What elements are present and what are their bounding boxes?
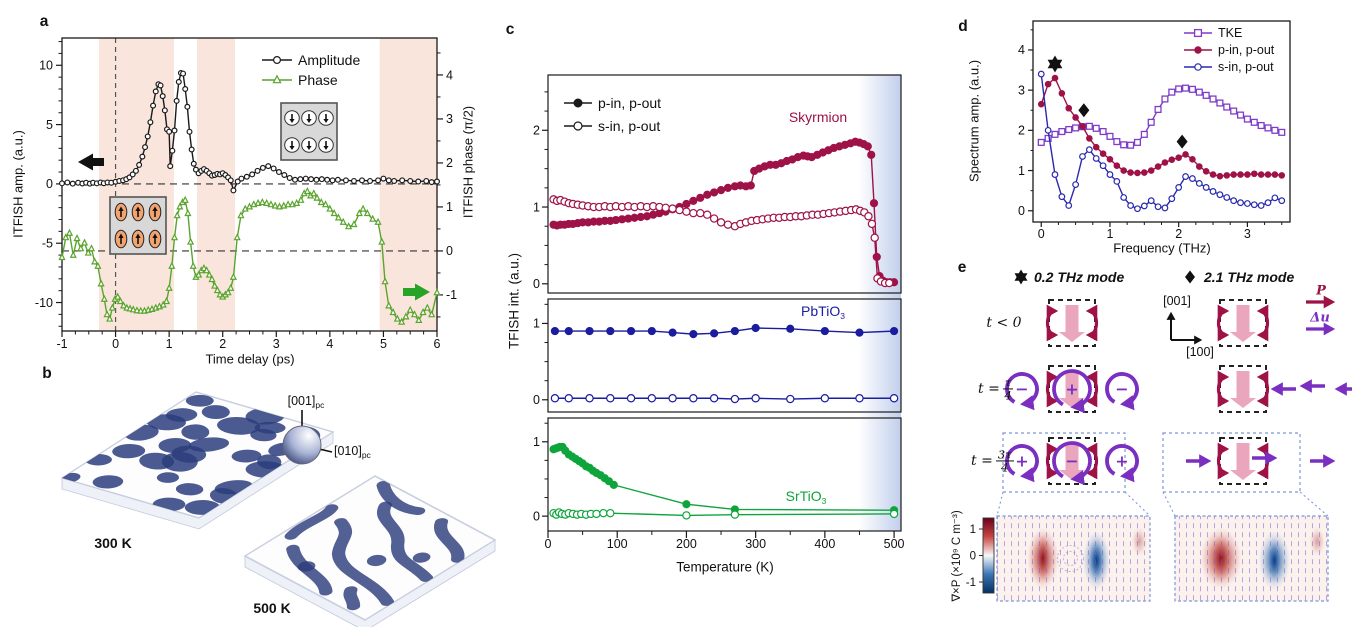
svg-text:1: 1 <box>970 524 976 536</box>
axis-001pc-label: [001]pc <box>287 394 325 410</box>
svg-text:-1: -1 <box>446 288 457 302</box>
panel-d-ylabel: Spectrum amp. (a.u.) <box>966 59 982 183</box>
panel-b-label: b <box>42 365 52 382</box>
mode-title-2p1THz: 2.1 THz mode <box>1204 269 1295 285</box>
svg-text:0: 0 <box>970 551 976 563</box>
mode-title-0p2THz: 0.2 THz mode <box>1034 269 1125 285</box>
legend-du-label: Δu <box>1310 310 1330 326</box>
legend-d-pin-pout: p-in, p-out <box>1218 43 1275 57</box>
series-label-skyrmion: Skyrmion <box>788 109 848 125</box>
axis-010pc-label: [010]pc <box>334 444 371 460</box>
panel-c-label: c <box>505 21 515 38</box>
svg-text:+: + <box>1115 452 1128 471</box>
svg-text:+: + <box>1065 380 1078 399</box>
series-label-pbtio3: PbTiO3 <box>801 303 845 321</box>
svg-text:-1: -1 <box>56 337 67 351</box>
svg-text:1: 1 <box>533 435 540 449</box>
svg-text:0: 0 <box>46 177 53 191</box>
panel-e-label: e <box>957 259 967 276</box>
svg-text:2: 2 <box>533 124 540 138</box>
svg-text:2: 2 <box>446 156 453 170</box>
svg-text:−: − <box>1115 380 1128 399</box>
series-label-srtio3: SrTiO3 <box>785 488 827 506</box>
svg-text:0: 0 <box>533 509 540 523</box>
panel-d-xlabel: Frequency (THz) <box>1113 240 1211 256</box>
svg-text:300: 300 <box>745 537 766 551</box>
svg-text:0: 0 <box>533 277 540 291</box>
svg-text:3: 3 <box>446 112 453 126</box>
svg-text:4: 4 <box>326 337 333 351</box>
axis-001-label: [001] <box>1163 294 1191 308</box>
svg-text:100: 100 <box>607 537 628 551</box>
svg-text:1: 1 <box>1106 227 1113 241</box>
row-label-3tau-quarter: t = 3τ 4 <box>971 447 1014 475</box>
svg-text:+: + <box>1015 452 1028 471</box>
legend-a-amplitude: Amplitude <box>298 52 361 68</box>
panel-a-ylabel-right: ITFISH phase (π/2) <box>460 105 476 219</box>
svg-text:−: − <box>1065 452 1078 471</box>
legend-d-sin-pout: s-in, p-out <box>1218 60 1274 74</box>
panel-a-xlabel: Time delay (ps) <box>205 351 295 367</box>
legend-a-phase: Phase <box>298 72 338 88</box>
svg-text:2: 2 <box>1018 124 1025 138</box>
svg-text:1: 1 <box>446 200 453 214</box>
svg-text:5: 5 <box>380 337 387 351</box>
svg-text:-1: -1 <box>966 577 976 589</box>
svg-text:-5: -5 <box>42 237 53 251</box>
panel-c-xlabel: Temperature (K) <box>676 559 774 575</box>
svg-text:4: 4 <box>446 68 453 82</box>
svg-text:2: 2 <box>1175 227 1182 241</box>
panel-c-ylabel: TFISH int. (a.u.) <box>506 252 522 350</box>
panel-a-ylabel-left: ITFISH amp. (a.u.) <box>10 130 26 238</box>
svg-text:0: 0 <box>1038 227 1045 241</box>
svg-text:400: 400 <box>814 537 835 551</box>
svg-text:0: 0 <box>1018 204 1025 218</box>
svg-text:3: 3 <box>1018 83 1025 97</box>
colorbar-label: ∇×P (×10⁹ C m⁻³) <box>951 510 963 602</box>
row-label-t-lt-0: t < 0 <box>986 315 1022 331</box>
svg-text:3: 3 <box>273 337 280 351</box>
svg-text:1: 1 <box>166 337 173 351</box>
panel-a-label: a <box>39 13 49 30</box>
legend-c-sin-pout: s-in, p-out <box>598 118 661 134</box>
svg-text:200: 200 <box>676 537 697 551</box>
svg-text:3: 3 <box>1244 227 1251 241</box>
svg-text:4: 4 <box>1018 43 1025 57</box>
legend-P-label: P <box>1316 283 1326 299</box>
row-label-tau-quarter: t = τ 4 <box>978 375 1014 403</box>
svg-text:5: 5 <box>46 118 53 132</box>
label-500K: 500 K <box>253 600 291 616</box>
svg-text:−: − <box>1015 380 1028 399</box>
svg-text:0: 0 <box>533 393 540 407</box>
axis-100-label: [100] <box>1186 345 1214 359</box>
svg-text:-10: -10 <box>35 296 53 310</box>
label-300K: 300 K <box>94 535 132 551</box>
panel-d-label: d <box>958 18 968 35</box>
svg-text:0: 0 <box>446 244 453 258</box>
svg-text:500: 500 <box>884 537 905 551</box>
svg-text:1: 1 <box>533 317 540 331</box>
svg-text:2: 2 <box>219 337 226 351</box>
svg-text:1: 1 <box>533 200 540 214</box>
svg-text:10: 10 <box>39 59 53 73</box>
svg-text:0: 0 <box>112 337 119 351</box>
legend-d-tke: TKE <box>1218 26 1243 40</box>
svg-text:0: 0 <box>545 537 552 551</box>
svg-text:6: 6 <box>434 337 441 351</box>
svg-text:1: 1 <box>1018 164 1025 178</box>
legend-c-pin-pout: p-in, p-out <box>598 95 662 111</box>
